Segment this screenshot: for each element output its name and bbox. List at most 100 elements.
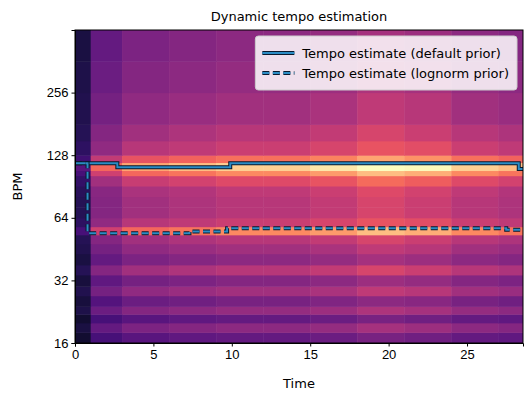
heatmap-cell <box>169 314 217 323</box>
tick-label: 25 <box>460 347 474 362</box>
heatmap-cell <box>216 244 264 254</box>
series-line <box>75 163 523 233</box>
heatmap-cell <box>263 124 311 141</box>
heatmap-cell <box>75 306 91 314</box>
heatmap-cell <box>357 93 405 125</box>
heatmap-cell <box>404 286 452 296</box>
tick-label: 64 <box>54 210 68 225</box>
line-outline <box>75 163 523 233</box>
tick-label: 16 <box>54 336 68 351</box>
heatmap-cell <box>451 124 499 141</box>
heatmap-cell <box>310 275 358 287</box>
x-tick: 15 <box>303 343 317 362</box>
heatmap-cell <box>404 124 452 141</box>
heatmap-cell <box>216 275 264 287</box>
line-outline <box>75 163 523 169</box>
heatmap-cell <box>122 30 170 62</box>
heatmap-cell <box>263 141 311 156</box>
heatmap-cell <box>169 265 217 276</box>
heatmap-cell <box>122 124 170 141</box>
heatmap-cell <box>310 244 358 254</box>
heatmap-cell <box>91 286 123 296</box>
heatmap-cell <box>91 254 123 266</box>
heatmap-cell <box>75 332 91 343</box>
heatmap-cell <box>498 235 523 244</box>
heatmap-cell <box>122 332 170 343</box>
heatmap-cell <box>169 244 217 254</box>
series-line <box>75 163 523 169</box>
heatmap-cell <box>404 186 452 197</box>
heatmap-cell <box>404 176 452 187</box>
heatmap-cell <box>122 176 170 187</box>
heatmap-cell <box>91 30 123 62</box>
heatmap-cell <box>498 265 523 276</box>
heatmap-cell <box>169 186 217 197</box>
heatmap-cell <box>91 171 123 177</box>
heatmap-cell <box>122 254 170 266</box>
x-tick: 25 <box>460 343 474 362</box>
heatmap-cell <box>263 197 311 208</box>
heatmap-cell <box>310 141 358 156</box>
heatmap-cell <box>357 296 405 307</box>
tick-mark <box>72 343 76 344</box>
heatmap-cell <box>122 275 170 287</box>
heatmap-cell <box>263 93 311 125</box>
heatmap-cell <box>263 275 311 287</box>
heatmap-cell <box>263 235 311 244</box>
heatmap-cell <box>169 286 217 296</box>
heatmap-cell <box>216 93 264 125</box>
legend-swatch-outline <box>262 51 294 55</box>
heatmap-cell <box>404 93 452 125</box>
heatmap-cell <box>75 124 91 141</box>
heatmap-cell <box>451 275 499 287</box>
heatmap-cell <box>91 265 123 276</box>
heatmap-cell <box>451 286 499 296</box>
y-tick: 32 <box>54 273 75 288</box>
heatmap-cell <box>216 254 264 266</box>
heatmap-cell <box>91 275 123 287</box>
heatmap-cell <box>263 265 311 276</box>
tick-label: 0 <box>72 347 79 362</box>
x-tick: 0 <box>72 343 79 362</box>
heatmap-cell <box>75 61 91 93</box>
heatmap-cell <box>169 176 217 187</box>
heatmap-cell <box>451 207 499 218</box>
heatmap-cell <box>91 61 123 93</box>
tick-label: 32 <box>54 273 68 288</box>
heatmap-cell <box>263 176 311 187</box>
heatmap-cell <box>310 218 358 227</box>
heatmap-cell <box>357 323 405 333</box>
heatmap-cell <box>310 176 358 187</box>
heatmap-cell <box>169 323 217 333</box>
heatmap-cell <box>122 207 170 218</box>
heatmap-cell <box>91 323 123 333</box>
heatmap-cell <box>498 296 523 307</box>
legend-box <box>255 36 517 90</box>
legend-entry: Tempo estimate (default prior) <box>262 46 501 61</box>
heatmap-cell <box>451 265 499 276</box>
heatmap-cell <box>357 218 405 227</box>
heatmap-cell <box>169 275 217 287</box>
legend-entry: Tempo estimate (lognorm prior) <box>262 66 509 81</box>
heatmap-cell <box>451 306 499 314</box>
heatmap-cell <box>451 296 499 307</box>
heatmap-cell <box>169 306 217 314</box>
x-axis-line <box>76 344 524 347</box>
heatmap-cell <box>357 265 405 276</box>
heatmap-cell <box>357 244 405 254</box>
heatmap-cell <box>498 314 523 323</box>
heatmap-cell <box>498 306 523 314</box>
heatmap-cell <box>75 265 91 276</box>
x-tick: 10 <box>225 343 239 362</box>
heatmap-cell <box>263 323 311 333</box>
title: Dynamic tempo estimation <box>211 9 388 24</box>
heatmap-cell <box>263 286 311 296</box>
heatmap-cell <box>357 141 405 156</box>
heatmap-cell <box>357 314 405 323</box>
heatmap-cell <box>404 306 452 314</box>
heatmap-cell <box>263 332 311 343</box>
legend-swatch-outline <box>262 71 294 75</box>
heatmap-cell <box>216 314 264 323</box>
heatmap-cell <box>169 218 217 227</box>
heatmap <box>75 30 523 343</box>
